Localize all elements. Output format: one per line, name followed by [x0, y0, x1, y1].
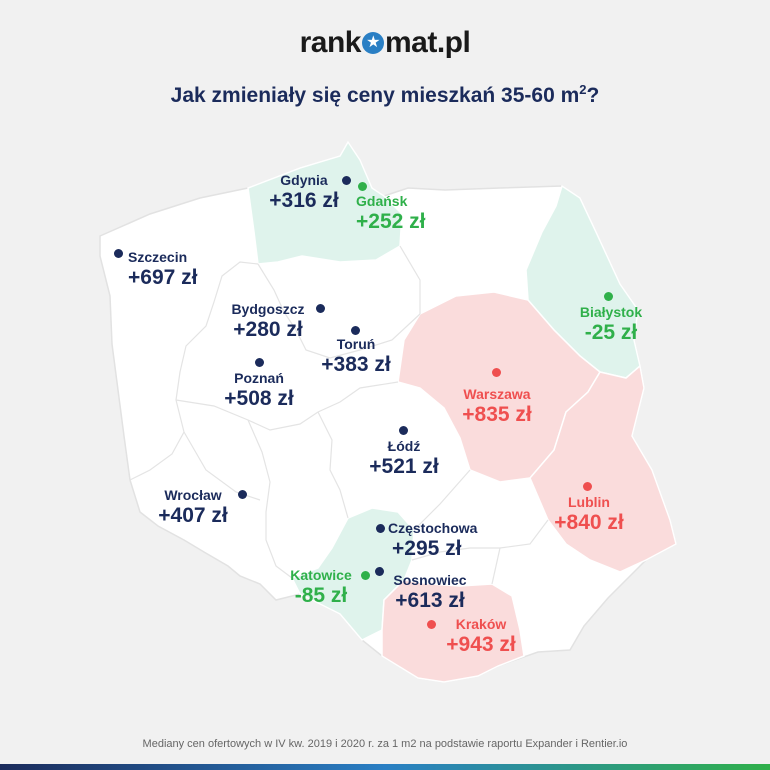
city-name: Łódź	[387, 438, 421, 454]
city-label-katowice: Katowice -85 zł	[282, 567, 360, 608]
page-title: Jak zmieniały się ceny mieszkań 35-60 m2…	[0, 82, 770, 108]
city-value: +840 zł	[554, 511, 624, 534]
city-dot-czestochowa	[376, 524, 385, 533]
city-label-krakow: Kraków +943 zł	[438, 616, 524, 657]
city-value: +295 zł	[392, 537, 462, 560]
city-dot-bialystok	[604, 292, 613, 301]
city-label-czestochowa: Częstochowa +295 zł	[388, 520, 498, 561]
logo: rank mat.pl	[0, 26, 770, 60]
city-name: Sosnowiec	[393, 572, 467, 588]
footer-note: Mediany cen ofertowych w IV kw. 2019 i 2…	[142, 738, 628, 750]
city-name: Wrocław	[164, 487, 222, 503]
city-value: +280 zł	[233, 318, 303, 341]
city-dot-gdansk	[358, 182, 367, 191]
city-dot-katowice	[361, 571, 370, 580]
city-name: Bydgoszcz	[231, 301, 305, 317]
city-dot-lublin	[583, 482, 592, 491]
city-value: +943 zł	[446, 633, 516, 656]
city-label-lodz: Łódź +521 zł	[362, 438, 446, 479]
title-superscript: 2	[579, 82, 587, 97]
city-value: -25 zł	[584, 321, 638, 344]
city-name: Toruń	[336, 336, 376, 352]
city-label-sosnowiec: Sosnowiec +613 zł	[384, 572, 476, 613]
city-dot-torun	[351, 326, 360, 335]
city-dot-gdynia	[342, 176, 351, 185]
city-name: Poznań	[234, 370, 284, 386]
title-text: Jak zmieniały się ceny mieszkań 35-60 m	[170, 84, 580, 107]
region-pomorskie	[247, 140, 403, 265]
city-label-bydgoszcz: Bydgoszcz +280 zł	[222, 301, 314, 342]
city-name: Gdańsk	[356, 193, 408, 209]
city-label-gdynia: Gdynia +316 zł	[262, 172, 346, 213]
region-borders	[129, 245, 549, 585]
city-dot-szczecin	[114, 249, 123, 258]
city-dot-sosnowiec	[375, 567, 384, 576]
logo-text-right: mat.pl	[385, 26, 471, 59]
city-name: Warszawa	[463, 386, 531, 402]
city-label-torun: Toruń +383 zł	[314, 336, 398, 377]
city-label-gdansk: Gdańsk +252 zł	[356, 193, 436, 234]
city-dot-krakow	[427, 620, 436, 629]
city-name: Katowice	[290, 567, 352, 583]
city-name: Szczecin	[128, 249, 188, 265]
city-name: Częstochowa	[388, 520, 478, 536]
city-value: +835 zł	[462, 403, 532, 426]
logo-text-left: rank	[299, 26, 362, 59]
city-name: Kraków	[455, 616, 507, 632]
city-label-wroclaw: Wrocław +407 zł	[150, 487, 236, 528]
bottom-gradient-bar	[0, 764, 770, 770]
city-label-poznan: Poznań +508 zł	[216, 370, 302, 411]
city-label-lublin: Lublin +840 zł	[544, 494, 634, 535]
city-name: Lublin	[568, 494, 610, 510]
city-dot-bydgoszcz	[316, 304, 325, 313]
region-lubelskie	[529, 364, 677, 573]
city-value: +508 zł	[224, 387, 294, 410]
city-label-szczecin: Szczecin +697 zł	[128, 249, 208, 290]
city-label-bialystok: Białystok -25 zł	[566, 304, 656, 345]
city-value: +383 zł	[321, 353, 391, 376]
city-value: +252 zł	[356, 210, 426, 233]
title-end: ?	[586, 84, 600, 107]
region-malopolskie	[381, 579, 525, 683]
star-icon	[362, 32, 384, 54]
city-dot-poznan	[255, 358, 264, 367]
city-label-warszawa: Warszawa +835 zł	[452, 386, 542, 427]
city-value: +613 zł	[395, 589, 465, 612]
city-value: +316 zł	[269, 189, 339, 212]
city-name: Gdynia	[280, 172, 328, 188]
city-value: -85 zł	[294, 584, 348, 607]
city-dot-wroclaw	[238, 490, 247, 499]
city-value: +697 zł	[128, 266, 198, 289]
city-name: Białystok	[579, 304, 643, 320]
city-dot-lodz	[399, 426, 408, 435]
city-dot-warszawa	[492, 368, 501, 377]
city-value: +521 zł	[369, 455, 439, 478]
city-value: +407 zł	[158, 504, 228, 527]
